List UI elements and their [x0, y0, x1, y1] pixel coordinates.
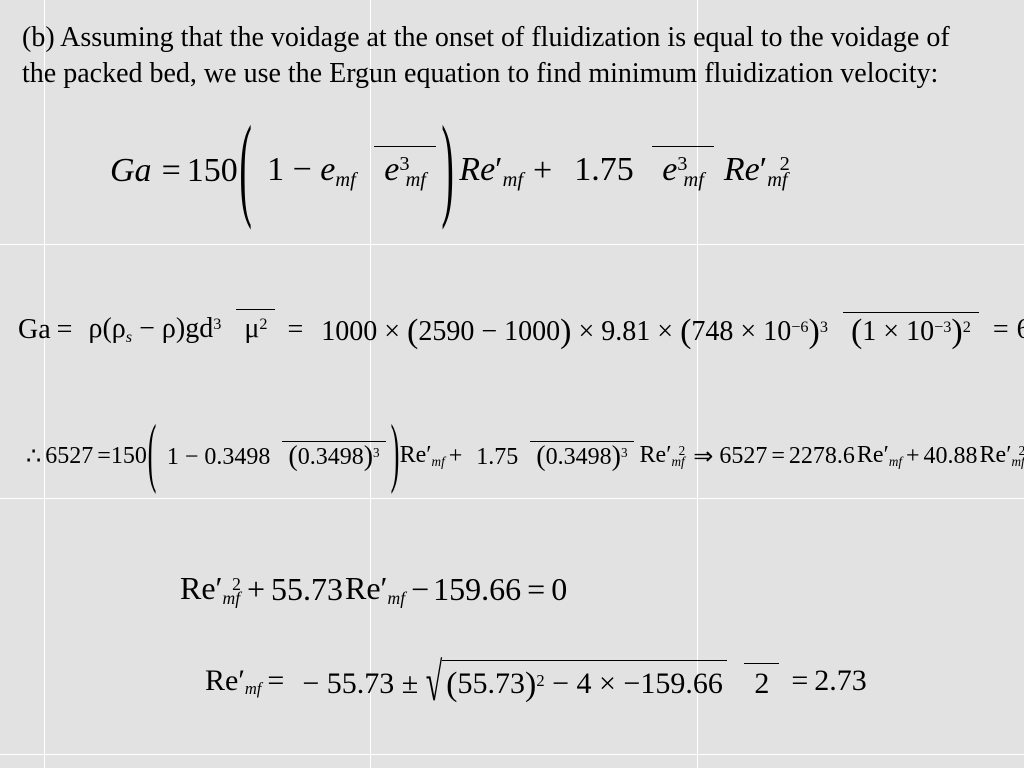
intro-paragraph: (b) Assuming that the voidage at the ons… — [22, 20, 962, 92]
eq3-frac2: 1.75 (0.3498)3 — [470, 440, 633, 472]
eq3-rhs-c2: 40.88 — [924, 443, 978, 470]
therefore-symbol: ∴ — [26, 442, 41, 471]
eq1-coef2: 1.75 — [564, 147, 644, 192]
eq1-re1: Re′mf — [459, 151, 523, 192]
eq4-c2: 159.66 — [433, 571, 521, 608]
eq1-den-e: e — [384, 151, 399, 188]
eq1-re2: Re′mf2 — [724, 151, 790, 192]
eq4-c1: 55.73 — [271, 571, 343, 608]
eq2-lhs: Ga — [18, 314, 51, 346]
grid-line-h — [0, 754, 1024, 755]
grid-line-v — [697, 0, 698, 768]
eq5-result: 2.73 — [814, 664, 867, 698]
eq1-frac2: 1.75 e3mf — [564, 150, 714, 192]
grid-line-h — [0, 244, 1024, 245]
eq1-coef1: 150 — [187, 152, 238, 190]
grid-line-v — [44, 0, 45, 768]
equation-substituted: ∴ 6527 = 150 ( 1 − 0.3498 (0.3498)3 ) Re… — [26, 440, 1024, 472]
eq4-zero: 0 — [551, 571, 567, 608]
implies-symbol: ⇒ — [693, 442, 713, 471]
equation-quadratic-solution: Re′mf = − 55.73 ± √ (55.73)2 − 4 × −159.… — [205, 660, 867, 702]
eq3-rhs-c1: 2278.6 — [789, 443, 855, 470]
eq1-sub-mf: mf — [335, 169, 355, 191]
eq1-lhs: Ga — [110, 152, 152, 190]
eq3-c1: 150 — [111, 443, 147, 470]
equation-galileo-number: Ga = ρ(ρs − ρ)gd3 μ2 = 1000 × (2590 − 10… — [18, 310, 1024, 349]
equals-sign: = — [162, 152, 181, 190]
eq3-ga: 6527 — [45, 443, 93, 470]
eq2-rho: 1000 — [321, 316, 377, 347]
eq1-den-mf: mf — [406, 169, 426, 191]
eq1-frac1: 1 − emf e3mf — [257, 150, 436, 192]
eq3-frac1: 1 − 0.3498 (0.3498)3 — [161, 440, 386, 472]
eq2-symbolic-frac: ρ(ρs − ρ)gd3 μ2 — [80, 313, 275, 347]
eq2-result: 6527 — [1017, 314, 1024, 346]
slide: (b) Assuming that the voidage at the ons… — [0, 0, 1024, 768]
equation-quadratic: Re′mf2 + 55.73 Re′mf − 159.66 = 0 — [180, 570, 567, 609]
eq1-num-e: e — [320, 151, 335, 188]
grid-line-v — [370, 0, 371, 768]
eq3-re1: Re′mf — [400, 442, 445, 470]
eq2-numeric-frac: 1000 × (2590 − 1000) × 9.81 × (748 × 10−… — [313, 310, 979, 349]
eq5-frac: − 55.73 ± √ (55.73)2 − 4 × −159.66 2 — [292, 660, 779, 702]
eq1-num-1: 1 — [267, 151, 284, 188]
eq3-re2: Re′mf2 — [640, 442, 686, 470]
equation-ergun-general: Ga = 150 ( 1 − emf e3mf ) Re′mf + 1.75 e… — [110, 150, 790, 192]
